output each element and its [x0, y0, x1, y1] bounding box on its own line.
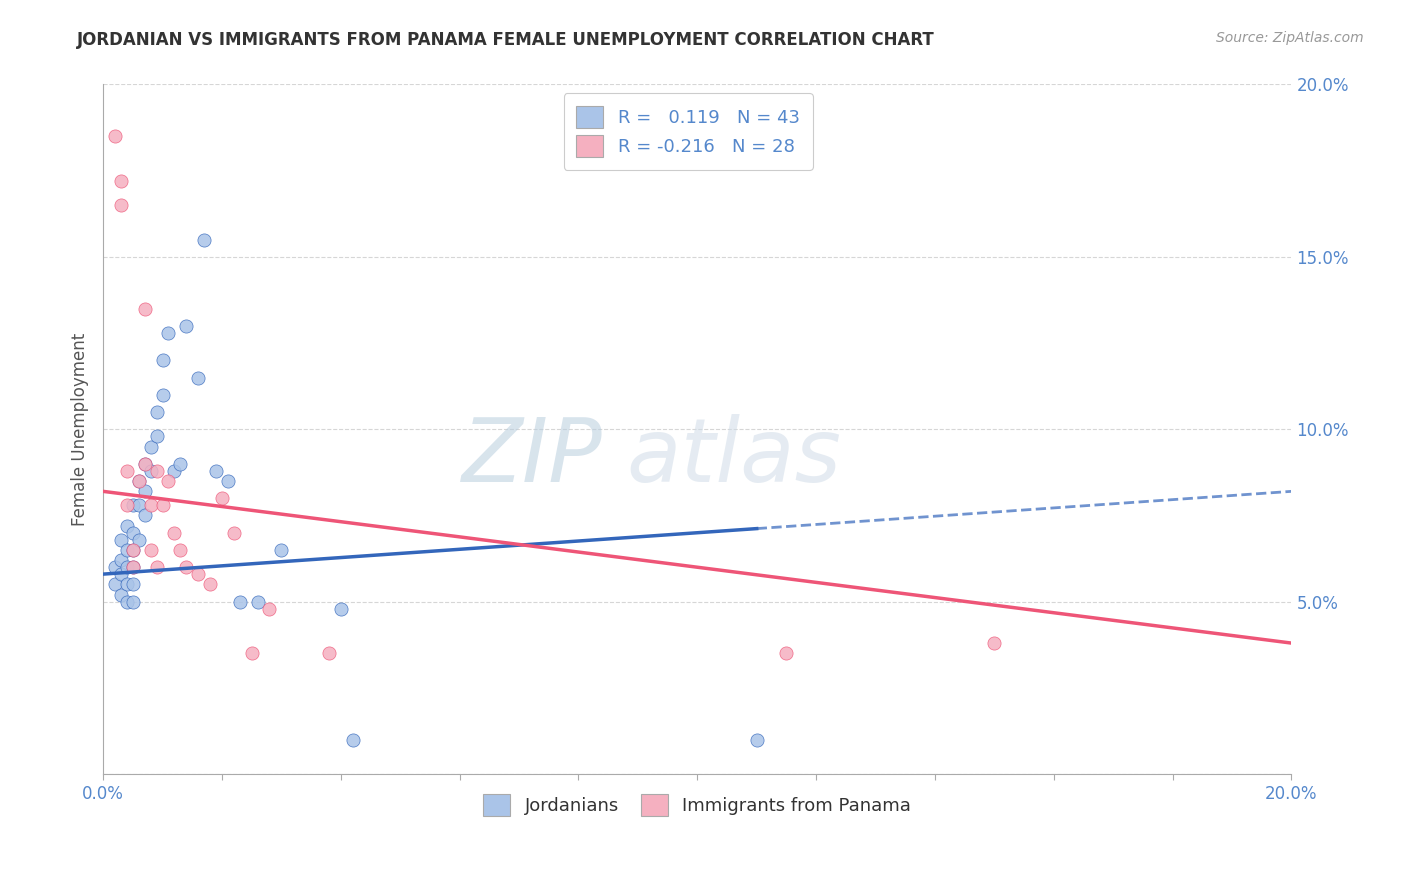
Point [157, 474, 180, 488]
Text: JORDANIAN VS IMMIGRANTS FROM PANAMA FEMALE UNEMPLOYMENT CORRELATION CHART: JORDANIAN VS IMMIGRANTS FROM PANAMA FEMA… [77, 31, 935, 49]
Point [342, 732, 364, 747]
Point [110, 567, 132, 582]
Point [134, 508, 156, 523]
Point [115, 543, 138, 558]
Point [139, 464, 162, 478]
Text: atlas: atlas [626, 414, 841, 500]
Point [115, 519, 138, 533]
Point [745, 732, 768, 747]
Point [139, 440, 162, 454]
Point [121, 595, 143, 609]
Point [205, 464, 228, 478]
Point [229, 595, 252, 609]
Point [128, 474, 150, 488]
Point [259, 601, 281, 615]
Point [115, 498, 138, 512]
Point [121, 525, 143, 540]
Point [121, 543, 143, 558]
Point [128, 533, 150, 547]
Point [169, 543, 191, 558]
Point [121, 498, 143, 512]
Point [110, 553, 132, 567]
Point [152, 498, 174, 512]
Point [134, 301, 156, 316]
Point [222, 525, 245, 540]
Point [163, 464, 186, 478]
Point [187, 567, 209, 582]
Point [270, 543, 292, 558]
Point [110, 198, 132, 212]
Point [115, 577, 138, 591]
Point [152, 388, 174, 402]
Point [104, 577, 127, 591]
Point [115, 595, 138, 609]
Point [115, 464, 138, 478]
Point [176, 318, 198, 333]
Point [145, 429, 167, 443]
Point [115, 560, 138, 574]
Point [134, 484, 156, 499]
Point [983, 636, 1005, 650]
Point [110, 533, 132, 547]
Point [775, 647, 797, 661]
Point [104, 129, 127, 144]
Point [240, 647, 263, 661]
Point [139, 543, 162, 558]
Point [211, 491, 233, 506]
Point [139, 498, 162, 512]
Point [104, 560, 127, 574]
Point [152, 353, 174, 368]
Point [128, 474, 150, 488]
Text: ZIP: ZIP [461, 414, 602, 500]
Point [128, 498, 150, 512]
Point [163, 525, 186, 540]
Point [198, 577, 221, 591]
Point [134, 457, 156, 471]
Point [217, 474, 239, 488]
Point [176, 560, 198, 574]
Point [145, 560, 167, 574]
Point [246, 595, 269, 609]
Point [329, 601, 352, 615]
Point [110, 174, 132, 188]
Point [134, 457, 156, 471]
Point [187, 370, 209, 384]
Point [145, 405, 167, 419]
Point [157, 326, 180, 340]
Point [110, 588, 132, 602]
Point [121, 543, 143, 558]
Text: Source: ZipAtlas.com: Source: ZipAtlas.com [1216, 31, 1364, 45]
Legend: Jordanians, Immigrants from Panama: Jordanians, Immigrants from Panama [477, 788, 918, 823]
Point [145, 464, 167, 478]
Point [318, 647, 340, 661]
Point [121, 577, 143, 591]
Point [193, 233, 215, 247]
Y-axis label: Female Unemployment: Female Unemployment [72, 333, 89, 526]
Point [169, 457, 191, 471]
Point [121, 560, 143, 574]
Point [121, 560, 143, 574]
